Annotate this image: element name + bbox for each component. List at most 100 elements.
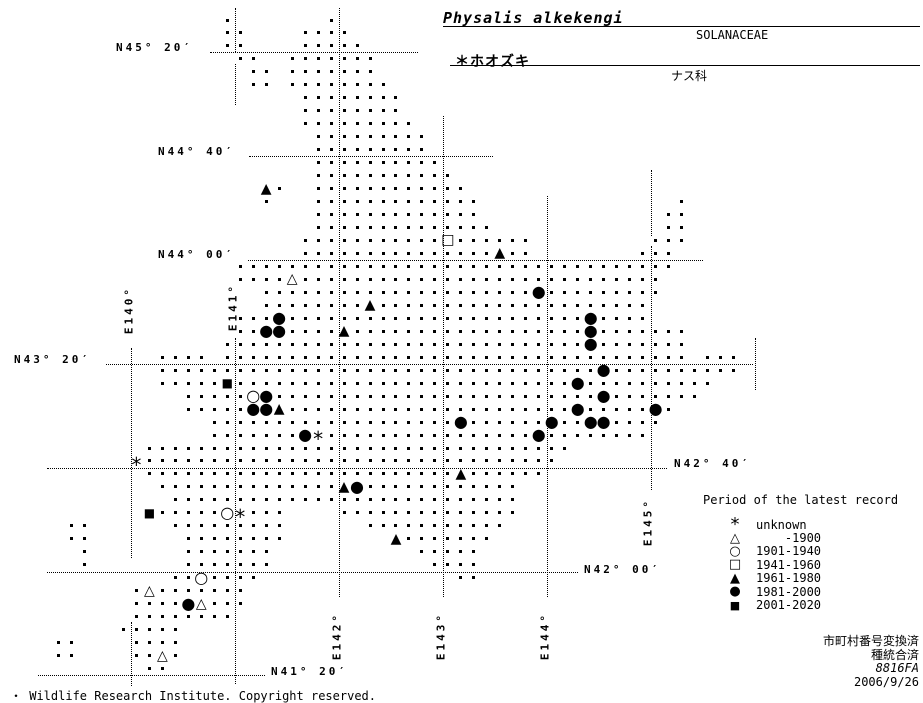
grid-cell-dot <box>433 550 437 554</box>
grid-cell-dot <box>433 238 437 242</box>
grid-cell-dot <box>472 407 476 411</box>
grid-cell-dot <box>394 368 398 372</box>
grid-cell-dot <box>342 31 346 35</box>
grid-cell-dot <box>57 654 60 658</box>
grid-cell-dot <box>368 446 372 450</box>
grid-cell-dot <box>355 368 359 372</box>
grid-cell-dot <box>433 277 437 281</box>
grid-cell-dot <box>511 433 515 437</box>
grid-cell-dot <box>394 498 398 502</box>
grid-cell-dot <box>485 420 489 424</box>
grid-cell-dot <box>316 381 320 385</box>
grid-cell-dot <box>420 238 424 242</box>
grid-cell-dot <box>485 226 489 230</box>
grid-cell-dot <box>433 213 437 217</box>
grid-cell-dot <box>368 213 372 217</box>
grid-cell-dot <box>667 407 671 411</box>
grid-cell-dot <box>381 122 385 126</box>
grid-cell-dot <box>524 290 528 294</box>
grid-cell-dot <box>264 563 268 567</box>
grid-cell-dot <box>706 368 709 372</box>
grid-cell-dot <box>355 303 359 307</box>
grid-cell-dot <box>225 446 229 450</box>
grid-cell-dot <box>524 238 528 242</box>
grid-cell-dot <box>342 433 346 437</box>
grid-cell-dot <box>589 277 593 281</box>
grid-cell-dot <box>394 187 398 191</box>
grid-cell-dot <box>381 316 385 320</box>
grid-cell-dot <box>550 303 554 307</box>
grid-cell-dot <box>264 472 268 476</box>
grid-cell-dot <box>212 537 216 541</box>
grid-cell-dot <box>342 135 346 139</box>
grid-cell-dot <box>524 381 528 385</box>
grid-cell-dot <box>498 329 502 333</box>
grid-cell-dot <box>368 264 372 268</box>
grid-cell-dot <box>355 420 359 424</box>
grid-cell-dot <box>485 342 489 346</box>
grid-cell-dot <box>498 433 502 437</box>
grid-cell-dot <box>212 589 216 593</box>
grid-cell-dot <box>537 394 541 398</box>
grid-cell-dot <box>355 161 359 165</box>
grid-cell-dot <box>680 213 684 217</box>
record-marker-unknown: * <box>313 427 324 452</box>
grid-cell-dot <box>199 355 203 359</box>
grid-cell-dot <box>160 368 164 372</box>
grid-cell-dot <box>290 368 294 372</box>
grid-cell-dot <box>407 446 411 450</box>
grid-cell-dot <box>446 537 450 541</box>
grid-cell-dot <box>355 226 359 230</box>
grid-cell-dot <box>342 238 346 242</box>
grid-cell-dot <box>472 277 476 281</box>
grid-cell-dot <box>342 122 346 126</box>
grid-cell-dot <box>368 381 372 385</box>
grid-cell-dot <box>485 238 489 242</box>
grid-cell-dot <box>368 368 372 372</box>
grid-cell-dot <box>316 238 320 242</box>
grid-cell-dot <box>303 485 307 489</box>
grid-cell-dot <box>420 407 424 411</box>
grid-cell-dot <box>147 459 151 463</box>
grid-cell-dot <box>550 277 554 281</box>
record-marker-pre-1900: △ <box>195 595 207 612</box>
grid-cell-dot <box>342 226 346 230</box>
grid-cell-dot <box>355 174 359 178</box>
grid-cell-dot <box>147 615 151 619</box>
grid-cell-dot <box>394 316 398 320</box>
grid-cell-dot <box>316 161 320 165</box>
grid-cell-dot <box>381 96 385 100</box>
grid-cell-dot <box>290 57 294 61</box>
longitude-line <box>754 338 756 390</box>
grid-cell-dot <box>511 511 515 515</box>
grid-cell-dot <box>394 213 398 217</box>
grid-cell-dot <box>342 355 346 359</box>
grid-cell-dot <box>329 135 333 139</box>
grid-cell-dot <box>680 200 684 204</box>
grid-cell-dot <box>238 498 242 502</box>
longitude-label: E140° <box>122 285 136 335</box>
grid-cell-dot <box>329 290 333 294</box>
grid-cell-dot <box>238 563 242 567</box>
grid-cell-dot <box>186 615 190 619</box>
grid-cell-dot <box>498 485 502 489</box>
grid-cell-dot <box>173 472 177 476</box>
grid-cell-dot <box>511 329 515 333</box>
grid-cell-dot <box>602 316 606 320</box>
grid-cell-dot <box>498 264 502 268</box>
grid-cell-dot <box>290 355 294 359</box>
grid-cell-dot <box>277 524 281 528</box>
grid-cell-dot <box>212 381 216 385</box>
grid-cell-dot <box>446 174 450 178</box>
grid-cell-dot <box>407 498 411 502</box>
grid-cell-dot <box>316 200 320 204</box>
grid-cell-dot <box>537 472 541 476</box>
latitude-label: N45° 20′ <box>116 41 193 54</box>
grid-cell-dot <box>433 264 437 268</box>
grid-cell-dot <box>589 433 593 437</box>
grid-cell-dot <box>381 524 385 528</box>
grid-cell-dot <box>394 200 398 204</box>
grid-cell-dot <box>329 213 333 217</box>
grid-cell-dot <box>420 277 424 281</box>
grid-cell-dot <box>563 277 567 281</box>
